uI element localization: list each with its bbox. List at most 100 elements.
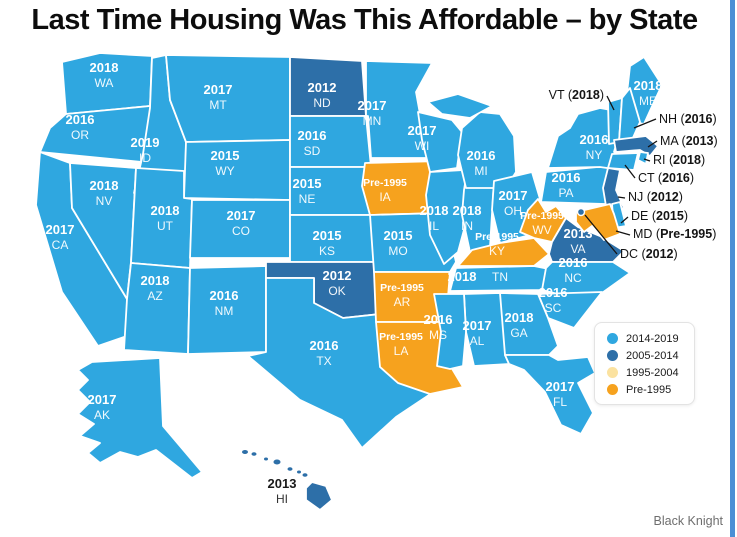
callout-line-de — [620, 216, 629, 224]
legend-row-3: Pre-1995 — [607, 381, 694, 398]
state-abbr-label-mi: MI — [474, 164, 487, 178]
state-year-label-ok: 2012 — [323, 268, 352, 283]
state-abbr-label-ok: OK — [328, 284, 345, 298]
callout-line-ri — [643, 158, 651, 162]
state-abbr-label-or: OR — [71, 128, 89, 142]
legend-label: 2014-2019 — [626, 332, 679, 345]
state-year-label-ak: 2017 — [88, 392, 117, 407]
legend-label: 1995-2004 — [626, 366, 679, 379]
state-abbr-label-wi: WI — [415, 139, 430, 153]
state-year-label-pa: 2016 — [552, 170, 581, 185]
state-ut — [130, 167, 193, 269]
state-year-label-ks: 2015 — [313, 228, 342, 243]
page-title: Last Time Housing Was This Affordable – … — [31, 4, 698, 36]
state-year-label-az: 2018 — [141, 273, 170, 288]
state-abbr-label-sd: SD — [304, 144, 321, 158]
legend-label: Pre-1995 — [626, 383, 672, 396]
callout-label-de: DE (2015) — [631, 209, 688, 223]
state-abbr-label-il: IL — [429, 219, 439, 233]
callout-line-ma — [647, 140, 658, 148]
state-year-label-me: 2018 — [634, 78, 663, 93]
state-abbr-label-ak: AK — [94, 408, 110, 422]
state-year-label-oh: 2017 — [499, 188, 528, 203]
state-abbr-label-wv: WV — [532, 223, 551, 237]
state-abbr-label-mn: MN — [363, 114, 382, 128]
state-abbr-label-la: LA — [394, 344, 409, 358]
state-mt — [165, 54, 291, 143]
state-dc-marker — [576, 207, 586, 217]
callout-label-ct: CT (2016) — [638, 171, 694, 185]
state-hi-island-2 — [264, 457, 268, 461]
state-year-label-wa: 2018 — [90, 60, 119, 75]
state-ct — [607, 152, 639, 171]
state-abbr-label-ca: CA — [52, 238, 69, 252]
state-abbr-label-nm: NM — [215, 304, 234, 318]
state-ak — [77, 357, 203, 479]
callout-line-nj — [617, 196, 626, 199]
legend-dot-pale — [607, 367, 618, 378]
state-abbr-label-ky: KY — [489, 244, 505, 258]
state-year-label-id: 2019 — [131, 135, 160, 150]
callout-label-md: MD (Pre-1995) — [633, 227, 716, 241]
state-year-label-ca: 2017 — [46, 222, 75, 237]
state-abbr-label-ne: NE — [299, 192, 316, 206]
state-mn — [365, 60, 433, 159]
state-year-label-ut: 2018 — [151, 203, 180, 218]
legend-dot-orange — [607, 384, 618, 395]
state-mi-upper-peninsula — [427, 93, 493, 119]
state-year-label-fl: 2017 — [546, 379, 575, 394]
state-year-label-ia: Pre-1995 — [363, 177, 407, 189]
callout-label-vt: VT (2018) — [549, 88, 604, 102]
state-abbr-label-co: CO — [232, 224, 250, 238]
state-hi-island-4 — [287, 467, 293, 471]
state-abbr-label-in: IN — [461, 219, 473, 233]
state-fl — [504, 354, 596, 435]
state-abbr-label-sc: SC — [545, 301, 562, 315]
state-abbr-label-fl: FL — [553, 395, 567, 409]
state-az — [123, 262, 191, 355]
callout-label-dc: DC (2012) — [620, 247, 678, 261]
state-hi-island-1 — [251, 452, 257, 456]
state-year-label-ky: Pre-1995 — [475, 231, 519, 243]
state-abbr-label-tn: TN — [492, 270, 508, 284]
legend-dot-dark — [607, 350, 618, 361]
state-abbr-label-nd: ND — [313, 96, 331, 110]
callout-line-ct — [624, 164, 636, 179]
state-abbr-label-ia: IA — [379, 190, 390, 204]
state-md — [575, 203, 621, 241]
state-abbr-label-ks: KS — [319, 244, 335, 258]
state-ms — [433, 293, 467, 370]
slide-right-border — [730, 0, 735, 537]
state-abbr-label-nc: NC — [564, 271, 582, 285]
state-abbr-label-id: ID — [139, 151, 151, 165]
state-abbr-label-ar: AR — [394, 295, 411, 309]
state-year-label-in: 2018 — [453, 203, 482, 218]
state-abbr-label-ut: UT — [157, 219, 174, 233]
state-abbr-label-wy: WY — [215, 164, 234, 178]
state-year-label-mi: 2016 — [467, 148, 496, 163]
state-year-label-va: 2013 — [564, 226, 593, 241]
callout-line-nh — [633, 118, 657, 129]
state-nj — [602, 167, 625, 213]
callout-label-ri: RI (2018) — [653, 153, 705, 167]
callout-line-dc — [584, 214, 618, 255]
state-abbr-label-oh: OH — [504, 204, 522, 218]
state-year-label-tx: 2016 — [310, 338, 339, 353]
legend-row-2: 1995-2004 — [607, 364, 694, 381]
state-year-label-or: 2016 — [66, 112, 95, 127]
callout-label-nh: NH (2016) — [659, 112, 717, 126]
state-ma — [613, 135, 659, 157]
state-year-label-wv: Pre-1995 — [520, 210, 564, 222]
state-abbr-label-mt: MT — [209, 98, 227, 112]
source-credit: Black Knight — [653, 514, 723, 528]
state-abbr-label-me: ME — [639, 94, 657, 108]
state-year-label-ar: Pre-1995 — [380, 282, 424, 294]
map-legend: 2014-2019 2005-2014 1995-2004 Pre-1995 — [594, 322, 695, 405]
state-year-label-ms: 2016 — [424, 312, 453, 327]
state-year-label-la: Pre-1995 — [379, 331, 423, 343]
callout-line-md — [615, 230, 631, 236]
state-hi — [305, 481, 333, 511]
state-year-label-mn: 2017 — [358, 98, 387, 113]
